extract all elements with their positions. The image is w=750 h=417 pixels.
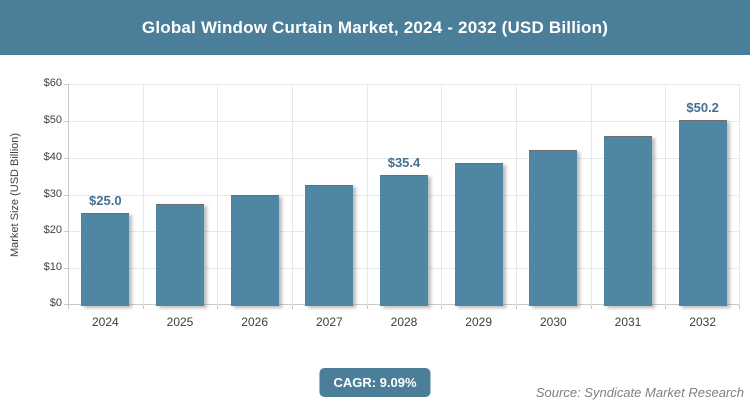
- y-axis-tick: [64, 194, 68, 196]
- y-axis-line: [68, 84, 69, 305]
- y-axis-tick: [64, 120, 68, 122]
- x-tick-label: 2029: [465, 315, 493, 329]
- y-tick-label: $10: [43, 261, 62, 274]
- bar: [230, 195, 279, 306]
- bar-value-label: $35.4: [387, 154, 421, 170]
- v-gridline: [590, 84, 592, 305]
- bar: [81, 212, 130, 306]
- h-gridline: [68, 157, 740, 159]
- bar-value-label: $25.0: [89, 192, 122, 208]
- v-gridline: [366, 84, 368, 305]
- source-text: Source: Syndicate Market Research: [535, 385, 744, 400]
- x-axis-tick: [516, 305, 517, 309]
- x-tick-label: 2025: [166, 315, 194, 329]
- bar: [678, 120, 727, 306]
- v-gridline: [217, 84, 219, 305]
- x-axis-tick: [366, 305, 368, 309]
- y-tick-label: $20: [43, 224, 62, 237]
- x-axis-tick: [142, 305, 144, 309]
- x-tick-label: 2027: [315, 315, 343, 329]
- x-axis-tick: [217, 305, 219, 309]
- v-gridline: [739, 84, 740, 305]
- y-tick-label: $0: [49, 297, 62, 309]
- x-axis-tick: [68, 305, 69, 309]
- h-gridline: [68, 84, 740, 85]
- bar: [454, 162, 503, 306]
- y-tick-label: $50: [43, 113, 62, 126]
- bar: [305, 185, 354, 306]
- v-gridline: [516, 84, 517, 305]
- v-gridline: [142, 84, 144, 305]
- v-gridline: [441, 84, 443, 305]
- y-axis-tick: [64, 157, 68, 159]
- x-axis-tick: [665, 305, 667, 309]
- y-tick-label: $30: [43, 187, 62, 200]
- x-tick-label: 2032: [689, 315, 717, 329]
- chart-title: Global Window Curtain Market, 2024 - 203…: [141, 17, 609, 37]
- y-axis-tick: [64, 304, 68, 305]
- x-tick-label: 2030: [539, 315, 567, 329]
- bar: [156, 204, 204, 306]
- x-tick-label: 2026: [241, 315, 269, 329]
- v-gridline: [292, 84, 293, 305]
- bar: [380, 174, 428, 306]
- x-tick-label: 2031: [614, 315, 642, 329]
- v-gridline: [665, 84, 667, 305]
- x-axis-tick: [292, 305, 293, 309]
- y-axis-tick: [64, 268, 68, 270]
- x-tick-label: 2024: [91, 315, 119, 329]
- x-axis-tick: [739, 305, 740, 309]
- chart-title-bar: Global Window Curtain Market, 2024 - 203…: [0, 0, 750, 55]
- y-tick-label: $40: [43, 150, 62, 163]
- x-tick-label: 2028: [390, 315, 418, 329]
- y-tick-label: $60: [43, 77, 62, 89]
- y-axis-tick: [64, 231, 68, 233]
- h-gridline: [68, 120, 740, 122]
- bar-value-label: $50.2: [686, 100, 719, 116]
- bar: [604, 135, 652, 306]
- cagr-badge: CAGR: 9.09%: [319, 368, 431, 397]
- x-axis-tick: [590, 305, 592, 309]
- y-axis-tick: [64, 84, 68, 85]
- x-axis-tick: [441, 305, 443, 309]
- bar: [529, 149, 578, 306]
